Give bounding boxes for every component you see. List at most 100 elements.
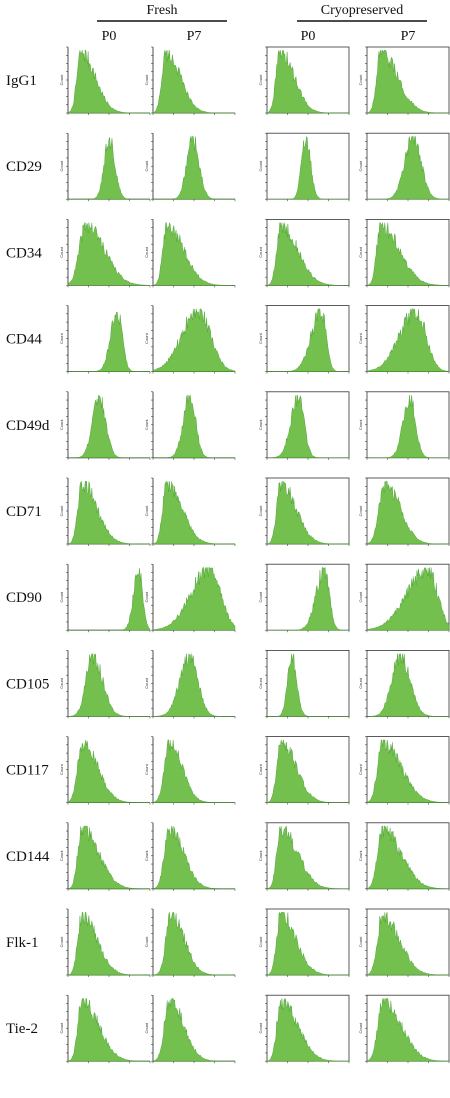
histogram-area [67,998,151,1062]
histogram-panel: Count [258,391,350,460]
histogram-area [67,912,150,976]
y-axis-label: Count [258,246,263,258]
histogram-area [153,136,235,200]
row-label: CD44 [6,332,42,348]
histogram-area [152,912,235,976]
histogram-area [152,739,235,803]
histogram-area [152,826,235,889]
histogram-panel: Count [358,908,450,977]
histogram-area [266,395,349,458]
y-axis-label: Count [258,1022,263,1034]
row-label: IgG1 [6,73,37,89]
y-axis-label: Count [144,332,149,344]
histogram-panel: Count [144,391,236,460]
histogram-panel: Count [258,477,350,546]
histogram-panel: Count [59,736,151,805]
histogram-area [366,50,450,114]
histogram-panel: Count [258,305,350,374]
y-axis-label: Count [59,850,64,862]
y-axis-label: Count [144,160,149,172]
histogram-area [267,653,349,717]
row-label: CD90 [6,590,42,606]
column-label: P0 [301,29,316,44]
row-labels: IgG1 CD29 CD34 CD44 CD49d CD71 CD90 CD105 CD117 C… [6,73,50,1037]
histogram-panel: Count [59,219,151,288]
row-label: CD49d [6,418,50,434]
y-axis-label: Count [59,763,64,775]
y-axis-label: Count [358,763,363,775]
histogram-panel: Count [358,305,450,374]
y-axis-label: Count [358,246,363,258]
histogram-area [266,825,350,889]
y-axis-label: Count [144,419,149,431]
y-axis-label: Count [59,1022,64,1034]
panel-frame [266,563,350,631]
group-label: Cryopreserved [321,3,403,18]
y-axis-label: Count [358,936,363,948]
histogram-panel: Count [358,132,450,202]
y-axis-label: Count [59,160,64,172]
histogram-area [67,739,150,803]
histogram-area [266,49,349,114]
y-axis-label: Count [59,505,64,517]
y-axis-label: Count [59,591,64,603]
histogram-panel: Count [144,908,236,977]
y-axis-label: Count [258,763,263,775]
histogram-area [153,394,235,458]
y-axis-label: Count [358,332,363,344]
y-axis-label: Count [59,332,64,344]
row-label: CD105 [6,676,49,692]
histogram-area [266,222,350,286]
y-axis-label: Count [144,850,149,862]
y-axis-label: Count [144,505,149,517]
histogram-area [366,308,450,372]
y-axis-label: Count [258,850,263,862]
histogram-area [266,911,349,976]
y-axis-label: Count [59,74,64,86]
histogram-area [366,567,450,631]
histogram-area [152,652,235,717]
y-axis-label: Count [144,677,149,689]
row-label: Tie-2 [6,1021,38,1037]
histogram-panel: Count [144,563,236,633]
row-label: CD71 [6,504,42,520]
row-label: Flk-1 [6,935,39,951]
histogram-area [366,652,449,717]
column-label: P7 [187,29,202,44]
histogram-area [267,567,349,631]
y-axis-label: Count [358,677,363,689]
histogram-panel: Count [59,994,151,1064]
histogram-panel: Count [144,46,236,115]
histogram-panel: Count [358,822,450,891]
panel-frame [266,650,350,717]
histogram-panel: Count [258,994,350,1064]
histogram-panel: Count [258,218,350,288]
histogram-panel: Count [258,563,350,633]
histogram-area [67,222,151,286]
histogram-area [367,395,449,458]
histogram-panel: Count [258,908,350,977]
histogram-panel: Count [59,477,151,546]
row-label: CD117 [6,763,49,779]
histogram-area [152,998,235,1062]
column-headers: Fresh P0 P7 Cryopreserved P0 P7 [97,3,427,44]
histogram-area [67,480,150,545]
histogram-area [152,50,235,114]
histogram-panel: Count [144,132,236,202]
histogram-panel: Count [144,305,236,374]
y-axis-label: Count [144,74,149,86]
histogram-panel: Count [59,822,151,891]
histogram-area [67,50,150,114]
y-axis-label: Count [358,160,363,172]
histogram-panel: Count [258,736,350,805]
histogram-area [68,568,151,631]
y-axis-label: Count [358,419,363,431]
group-label: Fresh [146,3,177,18]
y-axis-label: Count [258,936,263,948]
histogram-panel: Count [358,994,450,1064]
histogram-area [266,998,350,1062]
histogram-panel: Count [358,218,450,288]
histogram-panel: Count [144,650,236,719]
column-label: P7 [401,29,416,44]
